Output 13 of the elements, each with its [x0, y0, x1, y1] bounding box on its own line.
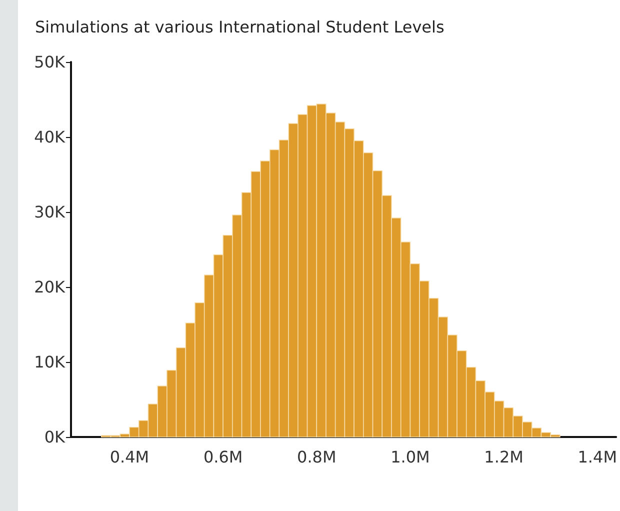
x-tick-label: 1.4M [578, 448, 617, 466]
x-tick-label: 0.4M [110, 448, 150, 466]
x-tick-label: 0.8M [297, 448, 336, 466]
chart-title: Simulations at various International Student Levels [35, 18, 444, 36]
x-tick-label: 0.6M [203, 448, 243, 466]
y-tick-label: 0K [44, 428, 66, 446]
y-tick-label: 40K [34, 128, 66, 146]
y-tick-label: 20K [34, 278, 66, 296]
x-tick-label: 1.2M [484, 448, 524, 466]
y-tick-label: 10K [34, 352, 66, 372]
x-tick-label: 1.0M [390, 448, 430, 466]
y-tick-label: 30K [34, 202, 66, 222]
y-tick-label: 50K [34, 52, 66, 72]
